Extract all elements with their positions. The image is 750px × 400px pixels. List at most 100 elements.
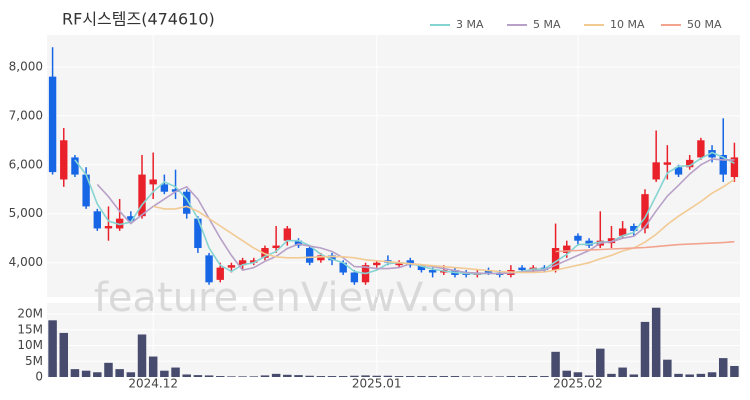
volume-bar <box>271 373 281 377</box>
candle-body <box>574 235 582 241</box>
candle-body <box>160 184 169 192</box>
volume-bar <box>160 370 169 377</box>
volume-bar <box>48 320 57 377</box>
candle-body <box>250 260 258 263</box>
candle-body <box>71 157 79 175</box>
y-tick-label: 4,000 <box>9 255 43 269</box>
volume-bar <box>193 375 203 377</box>
candle-body <box>272 245 280 249</box>
candle-body <box>261 248 269 258</box>
volume-bar <box>685 374 694 377</box>
volume-bar <box>338 376 348 377</box>
chart-title: RF시스템즈(474610) <box>62 10 215 29</box>
volume-bar <box>596 348 605 377</box>
volume-bar <box>372 375 381 377</box>
volume-bar <box>59 332 69 377</box>
candle-body <box>406 260 414 266</box>
candle-body <box>205 255 213 283</box>
volume-bar <box>517 376 527 377</box>
ma-line <box>555 240 735 253</box>
volume-bar <box>651 307 661 377</box>
candle-body <box>373 262 381 266</box>
candle-body <box>686 159 694 168</box>
volume-bar <box>573 372 583 377</box>
candle-body <box>305 248 314 263</box>
candle-body <box>395 262 403 266</box>
candle-body <box>127 216 135 222</box>
candle-body <box>697 140 705 158</box>
candle-body <box>60 140 68 180</box>
candle-body <box>641 194 649 229</box>
y-tick-label: 5M <box>25 354 43 368</box>
ma-line <box>153 178 735 274</box>
candle-body <box>194 218 202 249</box>
candle-body <box>417 265 426 271</box>
volume-bar <box>674 373 683 377</box>
volume-bar <box>238 376 247 377</box>
candle-body <box>183 191 191 214</box>
volume-bar <box>260 375 270 377</box>
volume-bar <box>104 362 113 377</box>
legend-label: 3 MA <box>456 18 484 31</box>
volume-bar <box>216 376 225 377</box>
candle-body <box>171 189 180 192</box>
y-tick-label: 20M <box>17 307 43 321</box>
watermark: feature.enViewV.com <box>94 275 516 321</box>
candle-body <box>730 157 739 178</box>
candle-body <box>82 174 90 207</box>
candle-body <box>138 174 146 217</box>
volume-bar <box>562 370 571 377</box>
volume-bar <box>696 373 706 377</box>
candle-body <box>708 150 716 158</box>
volume-bar <box>70 369 80 377</box>
y-tick-label: 0 <box>35 370 43 384</box>
volume-bar <box>495 376 504 377</box>
candle-body <box>585 240 593 246</box>
candle-body <box>663 162 672 165</box>
candle-body <box>238 260 247 266</box>
y-tick-label: 6,000 <box>9 157 43 171</box>
volume-bar <box>618 367 627 377</box>
volume-bar <box>249 376 259 377</box>
volume-bar <box>450 376 460 377</box>
y-tick-label: 5,000 <box>9 206 43 220</box>
volume-bar <box>640 321 650 377</box>
y-tick-label: 15M <box>17 322 43 336</box>
candle-body <box>294 240 303 246</box>
volume-bar <box>383 375 393 377</box>
volume-bar <box>540 376 549 377</box>
candle-body <box>93 211 101 229</box>
volume-bar <box>607 373 616 377</box>
legend-label: 5 MA <box>533 18 561 31</box>
legend-label: 50 MA <box>687 18 722 31</box>
candle-body <box>652 162 660 180</box>
volume-bar <box>730 365 739 377</box>
candle-body <box>216 267 224 280</box>
volume-bar <box>707 372 717 377</box>
volume-bar <box>394 376 404 377</box>
volume-bar <box>551 351 560 377</box>
volume-bar <box>439 376 449 377</box>
volume-bar <box>629 374 639 377</box>
candle-body <box>518 267 526 271</box>
candle-body <box>674 167 683 175</box>
volume-bar <box>171 367 180 377</box>
legend-label: 10 MA <box>610 18 645 31</box>
candle-body <box>551 248 560 271</box>
volume-plot-bg <box>47 303 740 377</box>
candle-body <box>350 272 359 283</box>
volume-bar <box>506 376 516 377</box>
price-plot-bg <box>47 35 740 297</box>
x-tick-label: 2024.12 <box>128 377 178 391</box>
volume-bar <box>327 376 337 377</box>
candle-body <box>428 270 437 273</box>
candle-body <box>563 245 571 253</box>
volume-bar <box>126 372 136 377</box>
candle-body <box>607 238 616 244</box>
x-tick-label: 2025.02 <box>553 377 603 391</box>
volume-bar <box>81 370 91 377</box>
volume-bar <box>584 375 594 377</box>
volume-bar <box>137 334 147 377</box>
volume-bar <box>528 376 538 377</box>
